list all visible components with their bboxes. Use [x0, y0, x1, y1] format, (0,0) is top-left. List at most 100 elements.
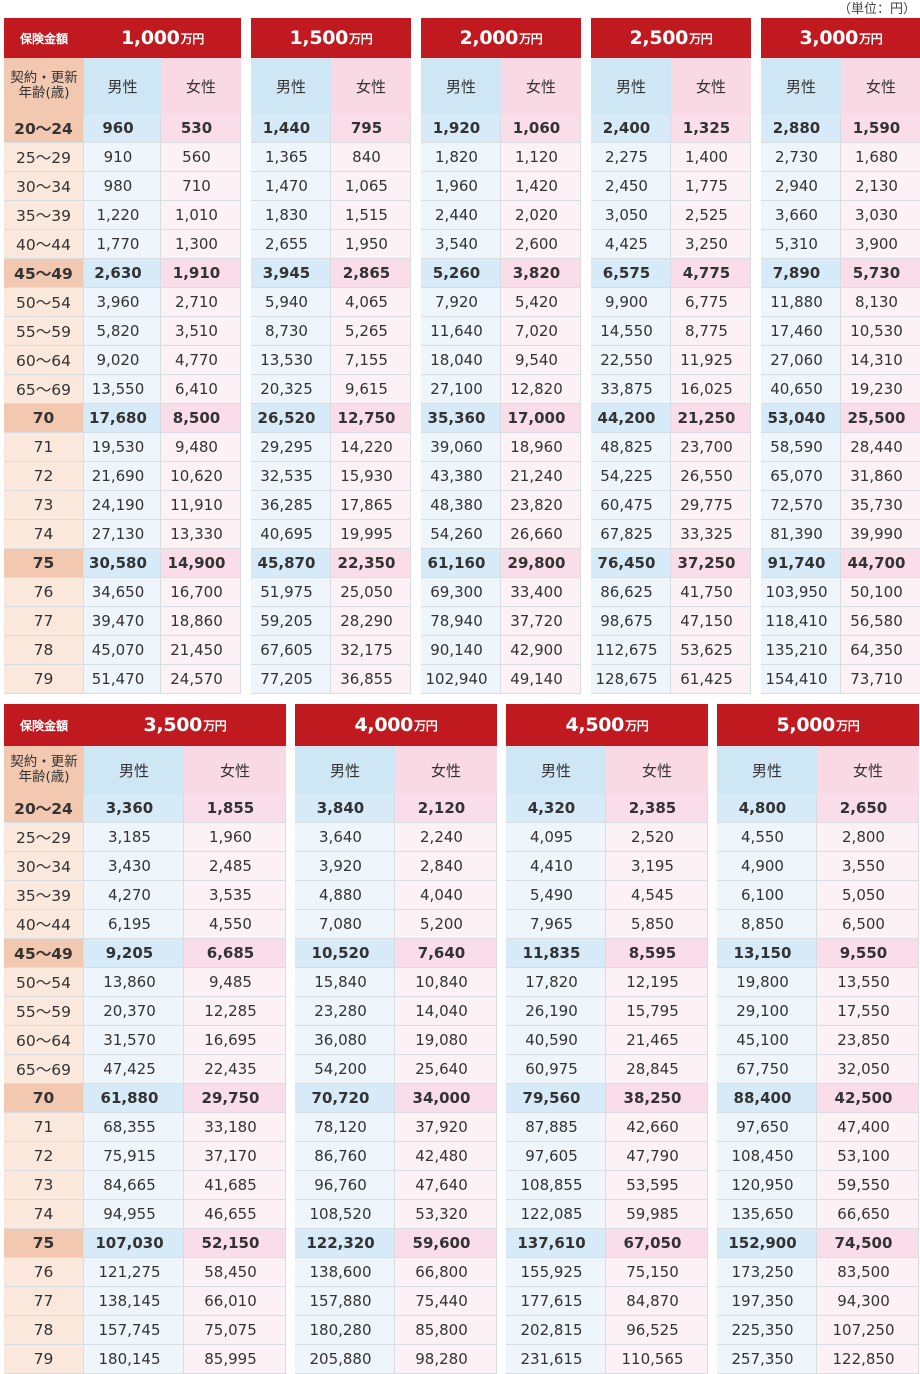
female-premium-cell: 7,155	[331, 346, 411, 375]
male-premium-cell: 121,275	[84, 1258, 184, 1287]
female-premium-cell: 710	[161, 172, 241, 201]
female-header: 女性	[184, 746, 286, 794]
male-premium-cell: 43,380	[421, 462, 501, 491]
male-premium-cell: 17,460	[761, 317, 841, 346]
male-premium-cell: 9,205	[84, 939, 184, 968]
male-premium-cell: 157,745	[84, 1316, 184, 1345]
female-premium-cell: 1,910	[161, 259, 241, 288]
table-row: 1,960 1,420	[421, 172, 581, 201]
female-header: 女性	[331, 58, 411, 114]
female-premium-cell: 530	[161, 114, 241, 143]
age-column: 保険金額 契約・更新年齢(歳) 20～24 25～29 30～34 35～39 40～44 4…	[4, 18, 84, 694]
female-premium-cell: 9,480	[161, 433, 241, 462]
gender-header-row: 男性 女性	[506, 746, 708, 794]
female-premium-cell: 94,300	[817, 1287, 919, 1316]
female-premium-cell: 66,650	[817, 1200, 919, 1229]
amount-value: 2,000	[459, 27, 519, 49]
male-premium-cell: 45,100	[717, 1026, 817, 1055]
table-row: 15,840 10,840	[295, 968, 497, 997]
age-cell: 60～64	[4, 346, 84, 375]
female-premium-cell: 3,900	[841, 230, 920, 259]
insured-amount-header: 4,500 万円	[506, 704, 708, 746]
female-premium-cell: 1,065	[331, 172, 411, 201]
male-premium-cell: 32,535	[251, 462, 331, 491]
insured-amount-header: 4,000 万円	[295, 704, 497, 746]
male-premium-cell: 8,850	[717, 910, 817, 939]
female-premium-cell: 31,860	[841, 462, 920, 491]
table-row: 26,520 12,750	[251, 404, 411, 433]
table-row: 205,880 98,280	[295, 1345, 497, 1374]
male-premium-cell: 44,200	[591, 404, 671, 433]
table-row: 91,740 44,700	[761, 549, 920, 578]
female-premium-cell: 5,050	[817, 881, 919, 910]
amount-block: 2,500 万円 男性 女性 2,400 1,325 2,275 1,400 2,450 1,77…	[591, 18, 751, 694]
female-premium-cell: 67,050	[606, 1229, 708, 1258]
male-premium-cell: 96,760	[295, 1171, 395, 1200]
male-premium-cell: 40,650	[761, 375, 841, 404]
table-row: 7,920 5,420	[421, 288, 581, 317]
female-premium-cell: 14,220	[331, 433, 411, 462]
table-row: 47,425 22,435	[84, 1055, 286, 1084]
amount-unit: 万円	[203, 718, 227, 733]
male-premium-cell: 14,550	[591, 317, 671, 346]
age-cell: 55～59	[4, 317, 84, 346]
female-premium-cell: 37,250	[671, 549, 751, 578]
male-premium-cell: 13,530	[251, 346, 331, 375]
table-row: 2,440 2,020	[421, 201, 581, 230]
female-premium-cell: 39,990	[841, 520, 920, 549]
male-header: 男性	[251, 58, 331, 114]
male-premium-cell: 45,070	[84, 636, 161, 665]
amount-value: 1,500	[289, 27, 349, 49]
female-premium-cell: 4,550	[184, 910, 286, 939]
male-premium-cell: 102,940	[421, 665, 501, 694]
table-row: 9,900 6,775	[591, 288, 751, 317]
table-row: 103,950 50,100	[761, 578, 920, 607]
male-premium-cell: 1,770	[84, 230, 161, 259]
male-premium-cell: 98,675	[591, 607, 671, 636]
table-row: 40,650 19,230	[761, 375, 920, 404]
male-premium-cell: 87,885	[506, 1113, 606, 1142]
female-premium-cell: 98,280	[395, 1345, 497, 1374]
female-premium-cell: 10,530	[841, 317, 920, 346]
gender-header-row: 男性 女性	[717, 746, 919, 794]
table-row: 13,150 9,550	[717, 939, 919, 968]
table-row: 45,870 22,350	[251, 549, 411, 578]
female-premium-cell: 61,425	[671, 665, 751, 694]
table-row: 3,960 2,710	[84, 288, 241, 317]
male-premium-cell: 4,095	[506, 823, 606, 852]
female-premium-cell: 4,040	[395, 881, 497, 910]
male-premium-cell: 70,720	[295, 1084, 395, 1113]
unit-note: （単位：円）	[837, 2, 916, 17]
table-row: 22,550 11,925	[591, 346, 751, 375]
female-premium-cell: 1,775	[671, 172, 751, 201]
female-premium-cell: 59,600	[395, 1229, 497, 1258]
age-cell: 55～59	[4, 997, 84, 1026]
female-premium-cell: 2,865	[331, 259, 411, 288]
female-premium-cell: 74,500	[817, 1229, 919, 1258]
table-row: 4,425 3,250	[591, 230, 751, 259]
male-premium-cell: 1,820	[421, 143, 501, 172]
table-row: 19,800 13,550	[717, 968, 919, 997]
table-row: 39,470 18,860	[84, 607, 241, 636]
male-premium-cell: 3,945	[251, 259, 331, 288]
female-premium-cell: 23,850	[817, 1026, 919, 1055]
male-header: 男性	[591, 58, 671, 114]
age-cell: 50～54	[4, 288, 84, 317]
amount-block: 2,000 万円 男性 女性 1,920 1,060 1,820 1,120 1,960 1,42…	[421, 18, 581, 694]
female-premium-cell: 18,860	[161, 607, 241, 636]
female-premium-cell: 2,600	[501, 230, 581, 259]
male-premium-cell: 94,955	[84, 1200, 184, 1229]
female-premium-cell: 2,240	[395, 823, 497, 852]
amount-value: 4,500	[565, 714, 625, 736]
male-premium-cell: 88,400	[717, 1084, 817, 1113]
female-premium-cell: 5,730	[841, 259, 920, 288]
table-row: 155,925 75,150	[506, 1258, 708, 1287]
amount-value: 1,000	[120, 27, 180, 49]
table-row: 24,190 11,910	[84, 491, 241, 520]
female-premium-cell: 14,040	[395, 997, 497, 1026]
female-premium-cell: 75,440	[395, 1287, 497, 1316]
table-row: 13,550 6,410	[84, 375, 241, 404]
insured-amount-header: 2,500 万円	[591, 18, 751, 58]
male-premium-cell: 30,580	[84, 549, 161, 578]
table-row: 122,320 59,600	[295, 1229, 497, 1258]
